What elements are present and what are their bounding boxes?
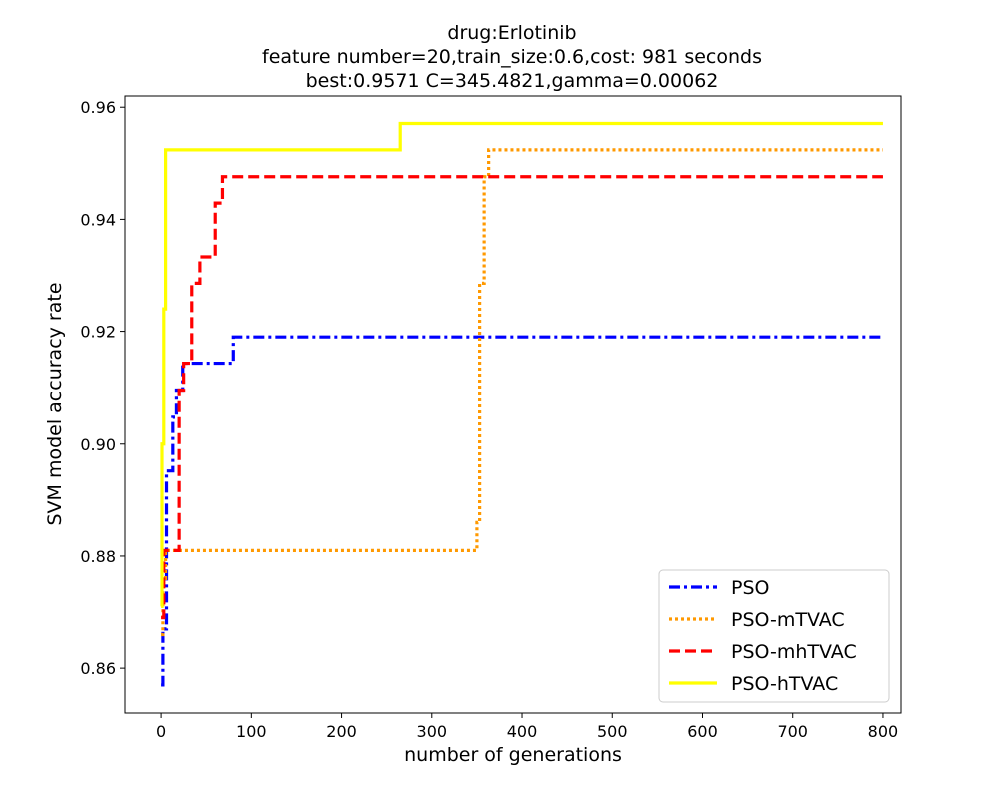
y-tick-label: 0.96	[80, 98, 116, 117]
legend-label-1: PSO	[731, 577, 769, 599]
series-line-2	[161, 148, 883, 637]
legend-label-3: PSO-mhTVAC	[731, 641, 857, 663]
legend: PSO PSO-mTVAC PSO-mhTVAC PSO-hTVAC	[658, 569, 890, 703]
x-tick-label: 0	[156, 722, 166, 741]
x-axis-label: number of generations	[404, 744, 622, 766]
legend-label-2: PSO-mTVAC	[731, 609, 845, 631]
chart-title: drug:Erlotinib feature number=20,train_s…	[262, 22, 762, 92]
y-axis-label: SVM model accuracy rate	[44, 282, 66, 525]
title-line-2: feature number=20,train_size:0.6,cost: 9…	[262, 46, 762, 68]
title-line-3: best:0.9571 C=345.4821,gamma=0.00062	[306, 70, 719, 92]
x-tick-label: 400	[507, 722, 538, 741]
y-tick-label: 0.90	[80, 435, 116, 454]
series-line-3	[161, 175, 883, 620]
x-tick-label: 500	[597, 722, 628, 741]
x-tick-label: 800	[868, 722, 899, 741]
x-axis: 0 100 200 300 400 500 600 700 800	[156, 713, 898, 741]
plot-area-frame	[124, 95, 902, 714]
y-tick-label: 0.86	[80, 659, 116, 678]
x-tick-label: 700	[777, 722, 808, 741]
y-tick-label: 0.94	[80, 210, 116, 229]
legend-box	[658, 569, 890, 703]
title-line-1: drug:Erlotinib	[447, 22, 576, 44]
x-tick-label: 600	[687, 722, 718, 741]
legend-label-4: PSO-hTVAC	[731, 673, 838, 695]
x-tick-label: 200	[326, 722, 357, 741]
series-line-4	[160, 121, 883, 609]
x-tick-label: 300	[417, 722, 448, 741]
series-layer	[160, 121, 883, 687]
x-tick-label: 100	[236, 722, 267, 741]
y-tick-label: 0.92	[80, 323, 116, 342]
y-axis: 0.86 0.88 0.90 0.92 0.94 0.96	[80, 98, 125, 678]
y-tick-label: 0.88	[80, 547, 116, 566]
